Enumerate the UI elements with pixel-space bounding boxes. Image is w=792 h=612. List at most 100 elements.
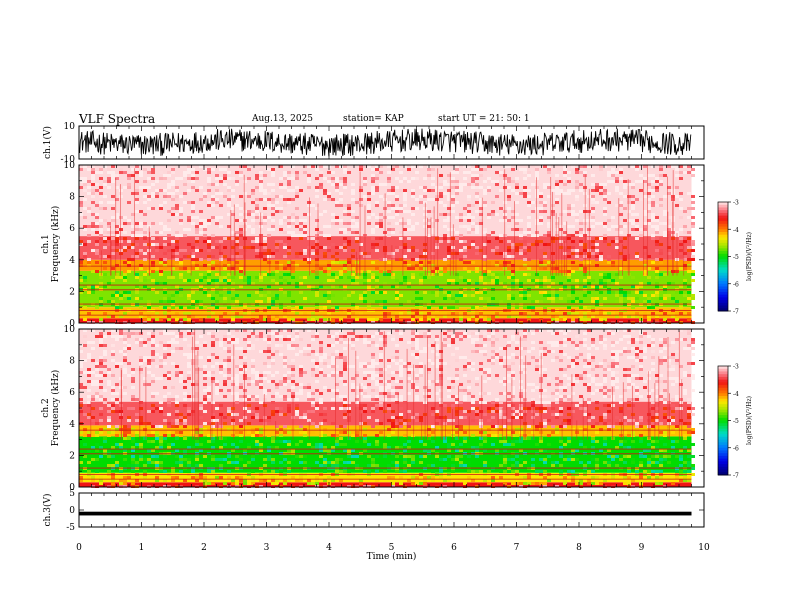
- spectrogram-cell: [255, 303, 259, 306]
- spectrogram-cell: [691, 428, 695, 431]
- spectrogram-cell: [407, 419, 411, 422]
- spectrogram-cell: [555, 428, 559, 431]
- spectrogram-cell: [439, 186, 443, 189]
- spectrogram-cell: [295, 192, 299, 195]
- spectrogram-cell: [95, 335, 99, 338]
- spectrogram-cell: [383, 392, 387, 395]
- spectrogram-cell: [363, 282, 367, 285]
- spectrogram-cell: [615, 359, 619, 362]
- spectrogram-cell: [467, 335, 471, 338]
- spectrogram-cell: [591, 297, 595, 300]
- spectrogram-cell: [315, 195, 319, 198]
- spectrogram-cell: [275, 425, 279, 428]
- spectrogram-cell: [299, 428, 303, 431]
- spectrogram-cell: [431, 300, 435, 303]
- spectrogram-cell: [95, 225, 99, 228]
- spectrogram-cell: [387, 216, 391, 219]
- spectrogram-cell: [643, 213, 647, 216]
- spectrogram-cell: [431, 231, 435, 234]
- spectrogram-cell: [627, 368, 631, 371]
- spectrogram-cell: [175, 240, 179, 243]
- spectrogram-cell: [431, 362, 435, 365]
- spectrogram-cell: [663, 213, 667, 216]
- spectrogram-cell: [123, 374, 127, 377]
- spectrogram-cell: [511, 270, 515, 273]
- spectrogram-cell: [87, 312, 91, 315]
- spectrogram-cell: [351, 225, 355, 228]
- spectrogram-cell: [651, 401, 655, 404]
- spectrogram-cell: [415, 374, 419, 377]
- spectrogram-cell: [639, 335, 643, 338]
- spectrogram-cell: [435, 410, 439, 413]
- spectrogram-cell: [439, 273, 443, 276]
- spectrogram-cell: [427, 168, 431, 171]
- spectrogram-cell: [531, 210, 535, 213]
- spectrogram-cell: [455, 312, 459, 315]
- spectrogram-cell: [655, 386, 659, 389]
- spectrogram-cell: [507, 374, 511, 377]
- spectrogram-cell: [415, 207, 419, 210]
- spectrogram-cell: [587, 365, 591, 368]
- spectrogram-cell: [563, 344, 567, 347]
- spectrogram-cell: [387, 192, 391, 195]
- spectrogram-cell: [167, 374, 171, 377]
- spectrogram-cell: [115, 231, 119, 234]
- spectrogram-cell: [671, 431, 675, 434]
- spectrogram-cell: [371, 374, 375, 377]
- spectrogram-cell: [519, 404, 523, 407]
- spectrogram-cell: [495, 315, 499, 318]
- spectrogram-cell: [407, 368, 411, 371]
- spectrogram-cell: [639, 341, 643, 344]
- spectrogram-cell: [199, 258, 203, 261]
- spectrogram-cell: [619, 297, 623, 300]
- spectrogram-cell: [323, 210, 327, 213]
- spectrogram-cell: [527, 294, 531, 297]
- spectrogram-cell: [583, 165, 587, 168]
- spectrogram-cell: [283, 273, 287, 276]
- spectrogram-cell: [299, 261, 303, 264]
- spectrogram-cell: [111, 410, 115, 413]
- spectrogram-cell: [399, 219, 403, 222]
- spectrogram-cell: [471, 210, 475, 213]
- spectrogram-cell: [219, 404, 223, 407]
- spectrogram-cell: [287, 180, 291, 183]
- spectrogram-cell: [363, 291, 367, 294]
- spectrogram-cell: [203, 195, 207, 198]
- spectrogram-cell: [563, 353, 567, 356]
- spectrogram-cell: [203, 276, 207, 279]
- spectrogram-cell: [607, 192, 611, 195]
- spectrogram-cell: [327, 237, 331, 240]
- spectrogram-cell: [255, 431, 259, 434]
- spectrogram-cell: [555, 273, 559, 276]
- spectrogram-cell: [395, 186, 399, 189]
- spectrogram-cell: [375, 201, 379, 204]
- spectrogram-cell: [203, 168, 207, 171]
- spectrogram-cell: [291, 365, 295, 368]
- spectrogram-cell: [675, 186, 679, 189]
- spectrogram-cell: [287, 344, 291, 347]
- spectrogram-cell: [151, 332, 155, 335]
- spectrogram-cell: [115, 249, 119, 252]
- spectrogram-cell: [335, 392, 339, 395]
- spectrogram-cell: [183, 183, 187, 186]
- spectrogram-cell: [187, 353, 191, 356]
- spectrogram-cell: [99, 431, 103, 434]
- spectrogram-cell: [207, 177, 211, 180]
- spectrogram-cell: [207, 222, 211, 225]
- spectrogram-cell: [511, 335, 515, 338]
- spectrogram-cell: [315, 186, 319, 189]
- spectrogram-cell: [491, 303, 495, 306]
- spectrogram-cell: [231, 419, 235, 422]
- spectrogram-cell: [251, 395, 255, 398]
- spectrogram-cell: [495, 261, 499, 264]
- spectrogram-cell: [99, 362, 103, 365]
- spectrogram-cell: [359, 312, 363, 315]
- spectrogram-cell: [651, 180, 655, 183]
- spectrogram-cell: [435, 335, 439, 338]
- spectrogram-cell: [551, 237, 555, 240]
- spectrogram-cell: [127, 347, 131, 350]
- spectrogram-cell: [479, 431, 483, 434]
- spectrogram-cell: [207, 270, 211, 273]
- spectrogram-cell: [603, 297, 607, 300]
- spectrogram-cell: [167, 276, 171, 279]
